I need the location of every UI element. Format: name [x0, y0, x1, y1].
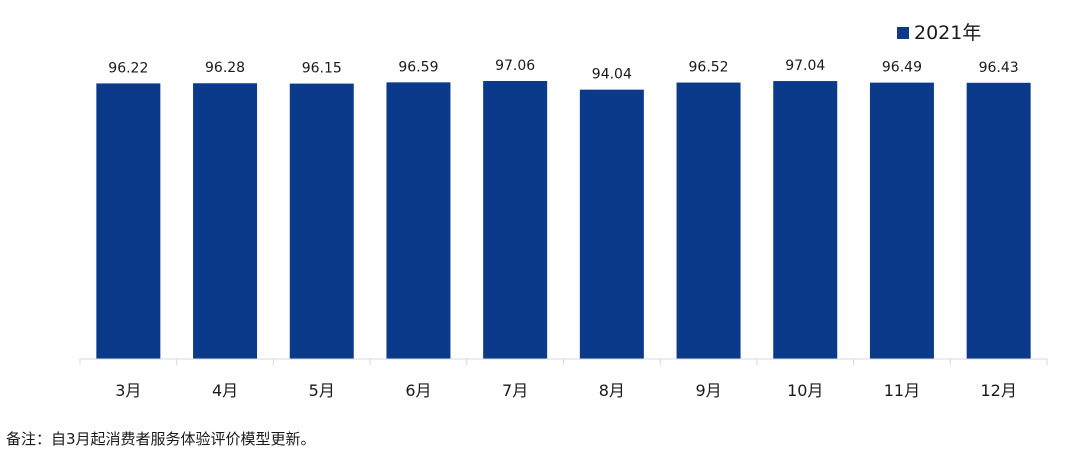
bar-chart: 96.22 96.28 96.15 96.59 97.06 94.04 96.52 97.04… [79, 22, 1048, 400]
bar [676, 82, 741, 360]
bar-value-label: 96.15 [302, 61, 342, 77]
bar-value-label: 94.04 [592, 67, 632, 83]
x-axis-labels: 3月 4月 5月 6月 7月 8月 9月 10月 11月 12月 [115, 381, 1017, 400]
bar [869, 82, 934, 359]
bars-group [96, 81, 1031, 360]
x-axis-ticks [79, 359, 1048, 365]
bar [96, 83, 161, 359]
footnote: 备注：自3月起消费者服务体验评价模型更新。 [6, 430, 316, 448]
x-axis-label: 12月 [980, 381, 1016, 400]
bar [483, 81, 548, 359]
x-axis-label: 4月 [212, 381, 238, 400]
x-axis-label: 11月 [884, 381, 920, 400]
legend-swatch [897, 27, 909, 39]
bar [966, 82, 1031, 360]
bar [193, 83, 258, 360]
value-labels-group: 96.22 96.28 96.15 96.59 97.06 94.04 96.52 97.04… [108, 58, 1018, 83]
bar-value-label: 96.49 [882, 60, 922, 76]
bar-value-label: 96.52 [689, 60, 729, 76]
bar [289, 83, 354, 359]
x-axis-label: 10月 [787, 381, 823, 400]
bar-value-label: 97.06 [495, 58, 535, 74]
x-axis-label: 5月 [309, 381, 335, 400]
bar-value-label: 96.28 [205, 60, 245, 76]
bar [773, 81, 838, 359]
x-axis-label: 3月 [115, 381, 141, 400]
legend-label: 2021年 [914, 22, 981, 44]
x-axis-label: 6月 [405, 381, 431, 400]
x-axis-label: 8月 [599, 381, 625, 400]
bar-value-label: 97.04 [785, 58, 825, 74]
bar-value-label: 96.22 [108, 60, 148, 76]
bar-value-label: 96.59 [398, 59, 438, 75]
bar [386, 82, 451, 359]
x-axis-label: 7月 [502, 381, 528, 400]
bar-value-label: 96.43 [979, 60, 1019, 76]
bar [579, 89, 644, 360]
x-axis-label: 9月 [695, 381, 721, 400]
legend: 2021年 [897, 22, 981, 44]
